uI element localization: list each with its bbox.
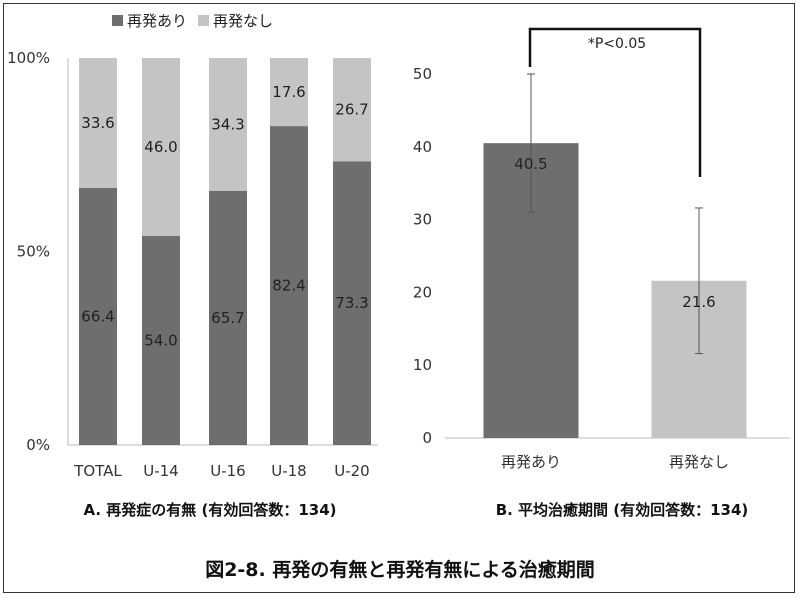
data-label: 17.6 [272,83,305,101]
x-tick-label: 再発あり [501,453,561,471]
y-tick-label: 40 [413,138,432,156]
y-tick-label: 0% [26,436,50,454]
data-label: 26.7 [335,101,368,119]
data-label: 54.0 [144,332,177,350]
x-tick-label: U-16 [210,462,245,480]
data-label: 82.4 [272,277,305,295]
legend-swatch-recurrence [112,15,123,26]
y-tick-label: 10 [413,356,432,374]
chart-b: 0 10 20 30 40 50 40.5 再発あり 21.6 再発なし *P<0.05 B. … [413,27,790,519]
x-tick-label: 再発なし [669,453,729,471]
x-tick-label: U-18 [271,462,306,480]
legend: 再発あり 再発なし [112,12,273,30]
caption-a: A. 再発症の有無 (有効回答数：134) [83,501,336,519]
bar-no-recurrence [333,58,371,162]
bar-no-recurrence [209,58,247,191]
legend-label-no-recurrence: 再発なし [213,12,273,30]
figure-frame [3,3,795,593]
significance-label: *P<0.05 [588,36,646,52]
chart-a: 再発あり 再発なし 0% 50% 100% 66.4 33.6 TOTAL 54.0 46.… [7,12,378,519]
y-tick-label: 50% [17,243,50,261]
legend-label-recurrence: 再発あり [127,12,187,30]
significance-bracket [528,27,702,177]
y-tick-label: 100% [7,49,50,67]
bar-recurrence [270,126,308,445]
y-tick-label: 30 [413,211,432,229]
data-label: 21.6 [682,293,715,311]
y-tick-label: 0 [422,429,432,447]
bar-recurrence [79,188,117,446]
data-label: 40.5 [514,155,547,173]
data-label: 33.6 [81,114,114,132]
x-tick-label: TOTAL [73,462,122,480]
figure-title: 図2-8. 再発の有無と再発有無による治癒期間 [205,558,595,581]
bar-no-recurrence [142,58,180,237]
bar-recurrence [333,161,371,446]
x-tick-label: U-14 [143,462,178,480]
bar-recurrence [209,190,247,445]
bar-recurrence [142,236,180,445]
data-label: 65.7 [211,309,244,327]
bar-no-recurrence [270,58,308,127]
data-label: 73.3 [335,294,368,312]
x-tick-label: U-20 [334,462,369,480]
data-label: 66.4 [81,308,114,326]
bar-no-recurrence [79,58,117,189]
legend-swatch-no-recurrence [198,15,209,26]
data-label: 46.0 [144,138,177,156]
y-tick-label: 20 [413,283,432,301]
data-label: 34.3 [211,115,244,133]
y-tick-label: 50 [413,65,432,83]
caption-b: B. 平均治癒期間 (有効回答数：134) [496,501,749,519]
